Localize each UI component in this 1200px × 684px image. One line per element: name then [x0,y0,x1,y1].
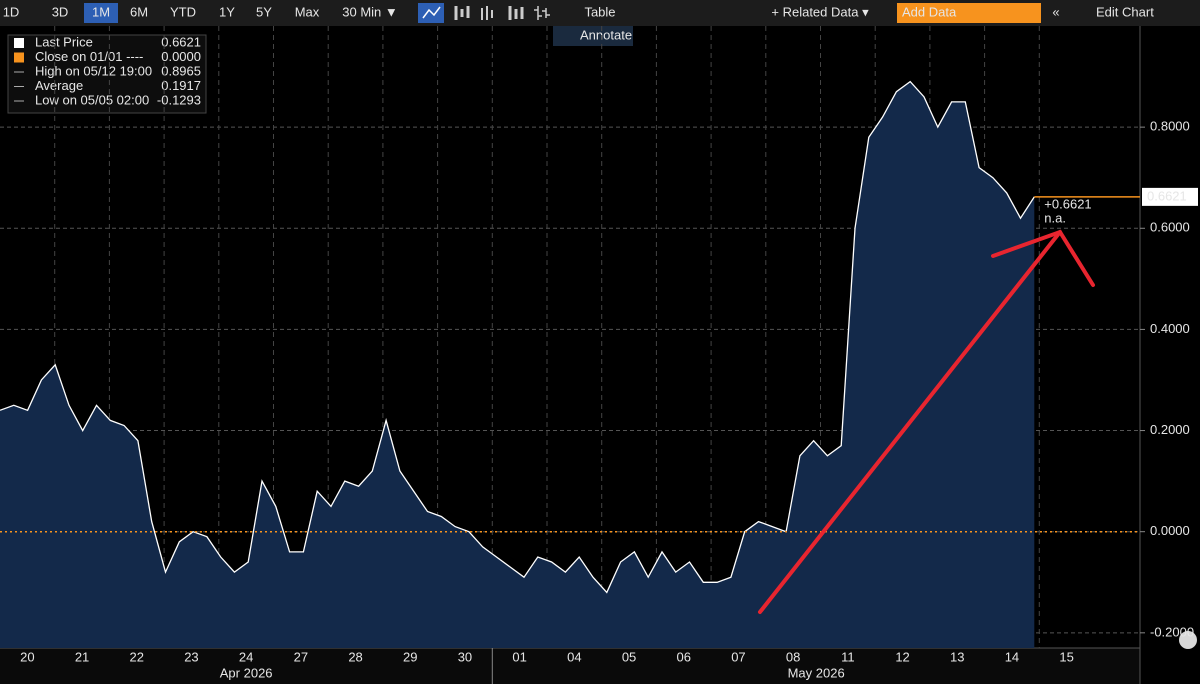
annotate-button-label[interactable]: Annotate [580,27,632,42]
legend-value: 0.8965 [161,63,201,78]
legend-swatch [14,52,24,63]
x-tick-label: 20 [20,649,34,664]
period-button[interactable]: 3D [52,4,69,19]
legend-swatch [14,38,24,48]
arrow-shaft [758,230,1062,614]
related-button[interactable]: + Related Data ▾ [771,4,869,19]
settings-icon[interactable] [1179,631,1197,649]
period-selected-bg [84,3,118,23]
x-tick-label: 22 [130,649,144,664]
legend-value: 0.1917 [161,78,201,93]
x-tick-label: 28 [348,649,362,664]
legend-label: High on 05/12 19:00 [35,63,152,78]
arrow-head [991,229,1095,287]
month-label: Apr 2026 [220,665,273,680]
y-tick-label: -0.2000 [1150,624,1194,639]
ohlc-icon [534,6,550,20]
area-fill [0,81,1035,649]
period-button[interactable]: 6M [130,4,148,19]
x-tick-label: 29 [403,649,417,664]
period-button[interactable]: Max [295,4,320,19]
legend-label: Low on 05/05 02:00 [35,92,149,107]
red-arrow [758,229,1095,614]
x-tick-label: 04 [567,649,581,664]
bar-icon [481,6,493,20]
collapse-button[interactable]: « [1052,4,1059,19]
month-label: May 2026 [788,665,845,680]
x-tick-label: 12 [895,649,909,664]
period-button[interactable]: 1D [3,4,20,19]
x-tick-label: 21 [75,649,89,664]
line-icon [422,6,441,19]
x-tick-label: 23 [184,649,198,664]
price-tag: 0.6621 [1147,188,1187,203]
add-data-button[interactable]: Add Data [902,4,957,19]
add-data-box[interactable] [897,3,1041,23]
table-button[interactable]: Table [584,4,615,19]
x-tick-label: 27 [294,649,308,664]
x-tick-label: 14 [1005,649,1019,664]
y-tick-label: 0.4000 [1150,321,1190,336]
x-tick-label: 15 [1059,649,1073,664]
period-button[interactable]: YTD [170,4,196,19]
x-axis-bar [0,648,1140,684]
period-button[interactable]: 1Y [219,4,235,19]
legend-value: 0.0000 [161,49,201,64]
x-tick-label: 01 [512,649,526,664]
y-tick-label: 0.0000 [1150,523,1190,538]
x-tick-label: 07 [731,649,745,664]
candle-icon [454,6,470,20]
price-line [0,80,1035,594]
toolbar-icons[interactable] [418,3,550,23]
legend-label: Close on 01/01 ---- [35,49,143,64]
period-button[interactable]: 5Y [256,4,272,19]
bar-icon [508,6,524,20]
interval-button[interactable]: 30 Min ▼ [342,4,398,19]
x-tick-label: 06 [677,649,691,664]
legend-box [7,34,207,114]
legend-value: -0.1293 [157,92,201,107]
x-tick-label: 30 [458,649,472,664]
x-tick-label: 05 [622,649,636,664]
annotation: +0.6621 [1044,196,1091,211]
edit-button[interactable]: Edit Chart [1096,4,1154,19]
x-tick-label: 13 [950,649,964,664]
y-tick-label: 0.6000 [1150,220,1190,235]
legend: Last Price 0.6621 Close on 01/01 ---- 0.000… [7,34,207,114]
legend-label: Last Price [35,34,93,49]
annotation: n.a. [1044,210,1066,225]
period-button[interactable]: 1M [92,4,110,19]
y-tick-label: 0.8000 [1150,119,1190,134]
legend-label: Average [35,78,83,93]
x-tick-label: 24 [239,649,253,664]
x-tick-label: 11 [841,649,855,664]
x-tick-label: 08 [786,649,800,664]
y-tick-label: 0.2000 [1150,422,1190,437]
price-tag-bg [1142,187,1198,206]
annotate-button[interactable] [553,26,633,46]
legend-value: 0.6621 [161,34,201,49]
